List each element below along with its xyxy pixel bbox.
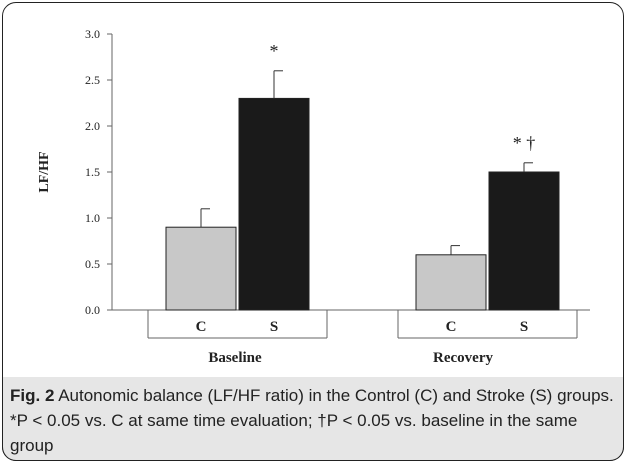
bar-recovery-c [415, 254, 487, 311]
figure-caption: Fig. 2 Autonomic balance (LF/HF ratio) i… [10, 383, 616, 458]
chart-area: 0.0 0.5 1.0 1.5 2.0 2.5 3.0 LF/HF C * S Baseline C * … [37, 27, 590, 366]
caption-text: Autonomic balance (LF/HF ratio) in the C… [10, 386, 614, 455]
y-axis-label: LF/HF [37, 151, 52, 192]
caption-label: Fig. 2 [10, 386, 55, 405]
bar-baseline-s [238, 97, 310, 311]
y-tick-label: 1.5 [85, 165, 100, 179]
category-label: S [270, 319, 278, 335]
category-label: S [520, 319, 528, 335]
group-label: Recovery [433, 350, 493, 366]
y-tick-label: 2.5 [85, 73, 100, 87]
category-label: C [196, 319, 207, 335]
caption-background [2, 377, 624, 461]
group-label: Baseline [208, 350, 262, 366]
category-label: C [446, 319, 457, 335]
y-tick-label: 0.5 [85, 257, 100, 271]
bar-baseline-c [165, 226, 237, 311]
significance-annotation: * † [513, 133, 536, 153]
bar-recovery-s [488, 171, 560, 311]
significance-annotation: * [270, 41, 279, 61]
bar-chart: 0.00.51.01.52.02.53.0LF/HFC*SBaselineC* … [37, 27, 590, 366]
y-tick-label: 3.0 [85, 27, 100, 41]
y-tick-label: 2.0 [85, 119, 100, 133]
y-tick-label: 1.0 [85, 211, 100, 225]
y-tick-label: 0.0 [85, 303, 100, 317]
